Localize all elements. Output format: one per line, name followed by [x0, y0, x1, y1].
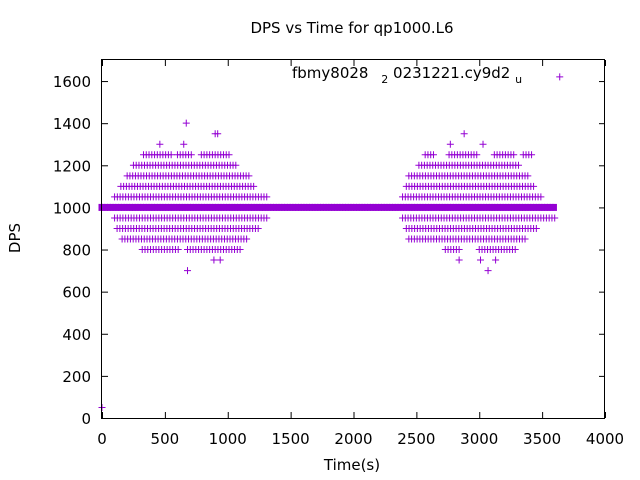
x-tick-label: 2500: [397, 430, 435, 448]
data-point: [263, 214, 271, 222]
dense-point-band: [98, 203, 557, 211]
data-point: [528, 151, 536, 159]
y-tick-label: 1200: [53, 157, 91, 175]
data-point: [473, 151, 481, 159]
data-point: [254, 224, 262, 232]
legend-label-part-3: 0231221.cy9d2: [393, 64, 510, 82]
data-point: [514, 161, 522, 169]
data-point: [187, 151, 195, 159]
y-axis-label: DPS: [6, 223, 24, 253]
data-point: [216, 256, 224, 264]
x-tick-label: 0: [97, 430, 107, 448]
data-point: [225, 151, 233, 159]
x-tick-label: 3000: [460, 430, 498, 448]
y-tick-label: 200: [62, 368, 91, 386]
data-point: [532, 224, 540, 232]
data-point: [214, 130, 222, 138]
plot-frame: [101, 59, 605, 419]
y-tick-label: 0: [81, 410, 91, 428]
data-point: [455, 246, 463, 254]
data-point: [537, 193, 545, 201]
data-point: [492, 256, 500, 264]
x-tick-label: 2000: [334, 430, 372, 448]
chart-title: DPS vs Time for qp1000.L6: [250, 19, 453, 37]
data-point: [511, 246, 519, 254]
legend-label-part-4: u: [515, 73, 522, 86]
data-point: [167, 151, 175, 159]
data-point: [484, 267, 492, 275]
y-tick-label: 1000: [53, 199, 91, 217]
data-point: [245, 172, 253, 180]
data-point: [477, 256, 485, 264]
y-tick-label: 400: [62, 326, 91, 344]
data-point: [479, 140, 487, 148]
data-point: [156, 140, 164, 148]
x-axis-label: Time(s): [323, 456, 380, 474]
data-point: [180, 140, 188, 148]
x-tick-label: 500: [151, 430, 180, 448]
data-point: [530, 182, 538, 190]
data-point: [429, 151, 437, 159]
legend-label: fbmy8028 2 0231221.cy9d2 u: [292, 64, 522, 87]
data-point: [524, 172, 532, 180]
data-point: [182, 119, 190, 127]
data-point: [243, 235, 251, 243]
y-tick-label: 800: [62, 242, 91, 260]
data-point: [446, 140, 454, 148]
x-tick-label: 4000: [586, 430, 624, 448]
data-point: [174, 246, 182, 254]
data-point: [556, 73, 564, 81]
data-point: [263, 193, 271, 201]
x-tick-label: 1000: [209, 430, 247, 448]
axis-ticks: 0 500 1000 1500 2000 2500 3000 3500 4000 0 200 400 6…: [53, 60, 624, 448]
data-point: [521, 235, 529, 243]
data-point: [210, 256, 218, 264]
data-point: [455, 256, 463, 264]
data-point: [184, 267, 192, 275]
data-point: [236, 246, 244, 254]
legend-label-part-1: fbmy8028: [292, 64, 368, 82]
data-point: [460, 130, 468, 138]
legend: fbmy8028 2 0231221.cy9d2 u: [292, 64, 522, 87]
data-point: [551, 214, 559, 222]
y-tick-label: 600: [62, 284, 91, 302]
legend-label-part-2: 2: [381, 73, 388, 86]
x-tick-label: 3500: [523, 430, 561, 448]
data-point: [510, 151, 518, 159]
y-tick-label: 1400: [53, 115, 91, 133]
series-points: [98, 73, 564, 411]
data-point: [232, 161, 240, 169]
data-point: [250, 182, 258, 190]
y-tick-label: 1600: [53, 73, 91, 91]
x-tick-label: 1500: [272, 430, 310, 448]
